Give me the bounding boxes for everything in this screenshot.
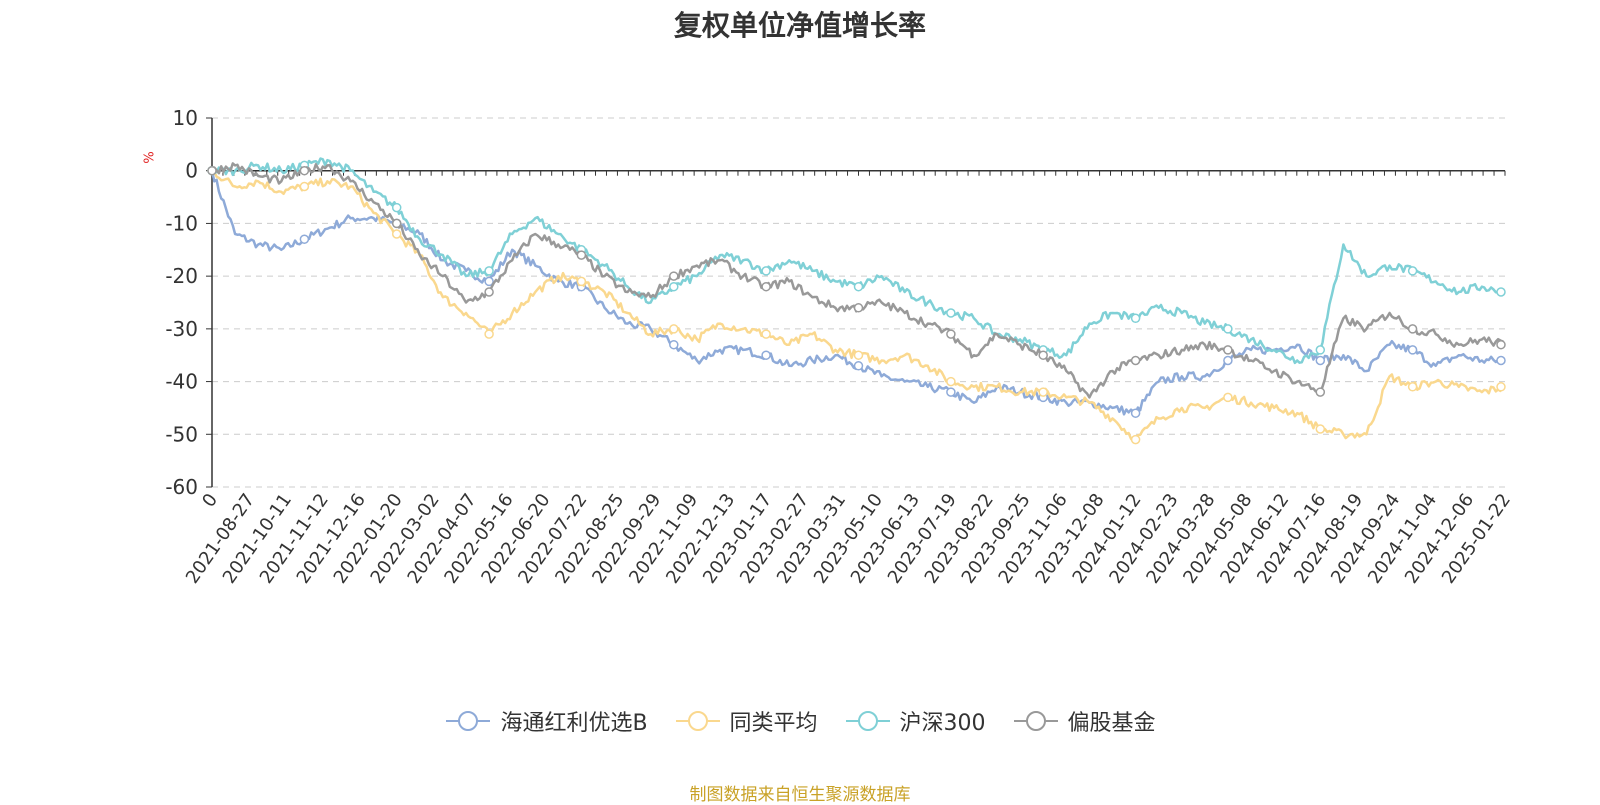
series-marker — [669, 271, 679, 281]
y-tick-label: -40 — [165, 370, 198, 394]
series-marker — [1496, 339, 1506, 350]
series-marker — [761, 329, 771, 339]
legend-item[interactable]: 沪深300 — [844, 705, 986, 737]
series-marker — [1038, 350, 1048, 360]
chart-title: 复权单位净值增长率 — [673, 9, 926, 42]
series-marker — [1223, 355, 1233, 366]
series-marker — [946, 329, 956, 339]
series-marker — [1223, 392, 1233, 403]
series-marker — [946, 308, 956, 318]
series-marker — [761, 281, 771, 292]
legend-line-marker-icon — [675, 711, 720, 731]
series-marker — [669, 281, 679, 292]
legend-item[interactable]: 同类平均 — [674, 705, 818, 737]
series-marker — [1223, 345, 1233, 355]
series-marker — [1130, 355, 1141, 366]
legend-marker — [687, 711, 708, 731]
legend-marker — [458, 711, 479, 731]
series-lines — [207, 157, 1506, 445]
legend-item[interactable]: 海通红利优选B — [444, 705, 648, 737]
series-marker — [299, 181, 310, 192]
series-marker — [1038, 387, 1048, 397]
series-marker — [484, 276, 494, 287]
series-marker — [1496, 287, 1506, 297]
legend-marker — [1025, 711, 1046, 731]
series-line — [211, 157, 1504, 365]
legend-line-marker-icon — [845, 711, 890, 731]
legend-line-marker-icon — [1013, 711, 1058, 731]
y-tick-label: -60 — [165, 475, 198, 499]
series-marker — [1315, 424, 1326, 434]
series-marker — [207, 165, 217, 176]
y-tick-label: -50 — [165, 422, 198, 446]
series-marker — [576, 276, 587, 287]
series-marker — [391, 218, 402, 229]
legend-marker — [857, 711, 878, 731]
series-marker — [1315, 355, 1326, 366]
series-marker — [946, 387, 956, 397]
series-marker — [1407, 266, 1418, 276]
series-marker — [1407, 345, 1418, 355]
series-marker — [484, 287, 494, 297]
series-marker — [1407, 382, 1418, 392]
series-marker — [1130, 313, 1141, 324]
y-tick-label: 10 — [173, 106, 198, 130]
line-chart: 100-10-20-30-40-50-6002021-08-272021-10-… — [165, 106, 1515, 588]
series-marker — [853, 303, 864, 313]
series-marker — [761, 350, 771, 360]
legend-line-marker-icon — [446, 711, 491, 731]
legend-label: 偏股基金 — [1067, 711, 1156, 736]
legend: 海通红利优选B 同类平均 沪深300 偏股基金 — [0, 705, 1600, 737]
series-marker — [1496, 382, 1506, 392]
series-marker — [669, 324, 679, 334]
series-marker — [1407, 324, 1418, 334]
legend-label: 同类平均 — [729, 711, 818, 736]
legend-label: 海通红利优选B — [500, 711, 648, 736]
series-line — [210, 170, 1504, 416]
y-tick-label: -20 — [165, 264, 198, 288]
series-marker — [299, 234, 310, 244]
series-marker — [576, 250, 587, 260]
series-marker — [1496, 355, 1506, 366]
series-marker — [1130, 408, 1141, 418]
series-marker — [299, 165, 310, 176]
data-source-note: 制图数据来自恒生聚源数据库 — [689, 785, 911, 805]
series-marker — [391, 229, 402, 239]
series-marker — [484, 329, 494, 339]
series-marker — [669, 339, 679, 350]
series-marker — [761, 266, 771, 276]
series-marker — [1315, 387, 1326, 397]
series-marker — [853, 350, 864, 360]
y-tick-label: -30 — [165, 317, 198, 341]
series-marker — [946, 376, 956, 387]
x-tick-label: 0 — [198, 490, 222, 511]
series-marker — [1315, 345, 1326, 355]
series-marker — [853, 361, 864, 371]
legend-label: 沪深300 — [899, 711, 986, 736]
axes — [206, 117, 1506, 488]
series-marker — [853, 281, 864, 292]
series-marker — [484, 266, 494, 276]
legend-item[interactable]: 偏股基金 — [1012, 705, 1156, 737]
y-tick-label: 0 — [185, 159, 198, 183]
series-marker — [1223, 324, 1233, 334]
y-tick-label: -10 — [165, 211, 198, 235]
series-marker — [1130, 434, 1141, 445]
tick-labels: 100-10-20-30-40-50-6002021-08-272021-10-… — [165, 106, 1515, 588]
series-marker — [391, 202, 402, 213]
